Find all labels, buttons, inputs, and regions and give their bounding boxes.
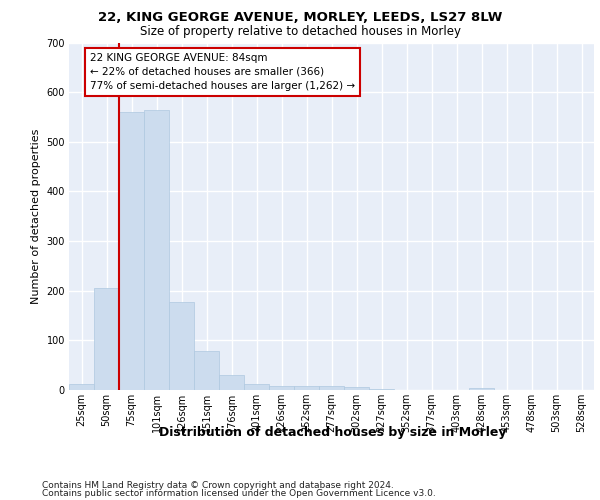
Bar (469, 388, 494, 390)
Bar (294, 386, 319, 390)
Y-axis label: Number of detached properties: Number of detached properties (31, 128, 41, 304)
Text: Distribution of detached houses by size in Morley: Distribution of detached houses by size … (159, 426, 507, 439)
Text: Contains HM Land Registry data © Crown copyright and database right 2024.: Contains HM Land Registry data © Crown c… (42, 481, 394, 490)
Bar (144, 110, 169, 390)
Text: 22, KING GEORGE AVENUE, MORLEY, LEEDS, LS27 8LW: 22, KING GEORGE AVENUE, MORLEY, LEEDS, L… (98, 11, 502, 24)
Bar (369, 388, 394, 390)
Bar (244, 384, 269, 390)
Bar (94, 288, 119, 390)
Text: Size of property relative to detached houses in Morley: Size of property relative to detached ho… (139, 25, 461, 38)
Bar (344, 387, 369, 390)
Bar (119, 112, 144, 390)
Bar (269, 386, 294, 390)
Text: 22 KING GEORGE AVENUE: 84sqm
← 22% of detached houses are smaller (366)
77% of s: 22 KING GEORGE AVENUE: 84sqm ← 22% of de… (90, 53, 355, 91)
Bar (194, 352, 219, 390)
Text: Contains public sector information licensed under the Open Government Licence v3: Contains public sector information licen… (42, 488, 436, 498)
Bar (169, 302, 194, 390)
Bar (219, 375, 244, 390)
Bar (319, 386, 344, 390)
Bar (69, 384, 94, 390)
